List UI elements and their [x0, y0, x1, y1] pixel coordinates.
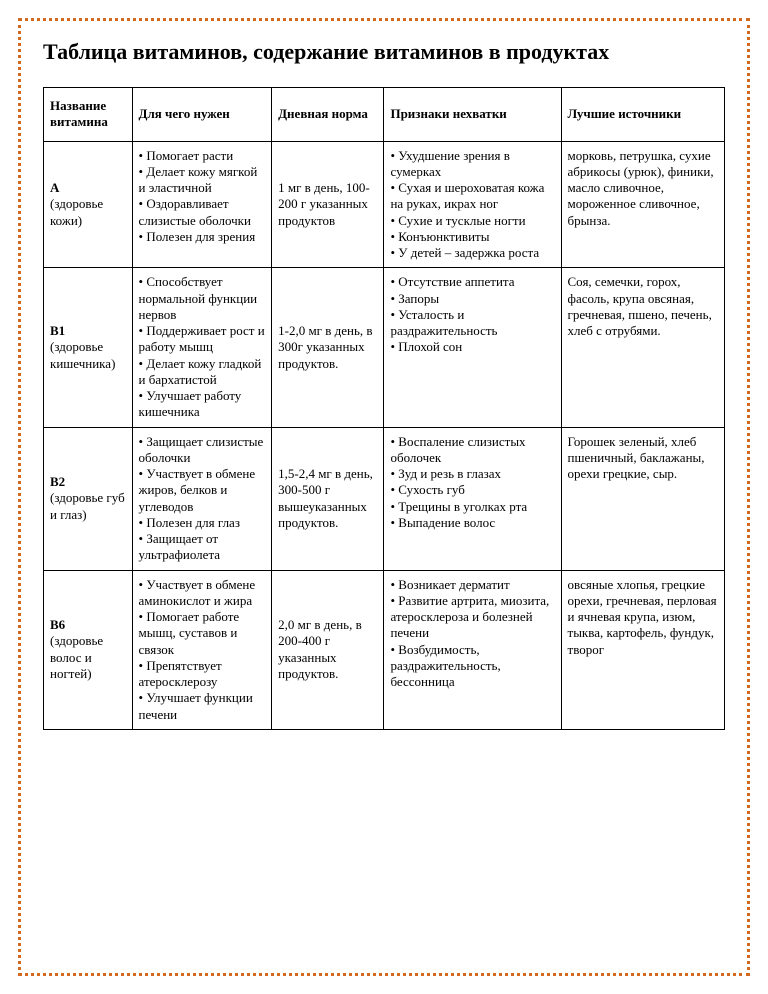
vitamin-code: А	[50, 180, 59, 195]
col-sources: Лучшие источники	[561, 88, 724, 142]
table-row: B1(здоровье кишечника)• Способствует нор…	[44, 268, 725, 427]
decorative-border: Таблица витаминов, содержание витаминов …	[18, 18, 750, 976]
cell-sources: Соя, семечки, горох, фасоль, крупа овсян…	[561, 268, 724, 427]
vitamin-note: (здоровье кишечника)	[50, 339, 115, 370]
table-row: B2(здоровье губ и глаз)• Защищает слизис…	[44, 427, 725, 570]
cell-name: B2(здоровье губ и глаз)	[44, 427, 133, 570]
table-row: B6(здоровье волос и ногтей)• Участвует в…	[44, 570, 725, 729]
cell-deficiency: • Возникает дерматит• Развитие артрита, …	[384, 570, 561, 729]
col-name: Название витамина	[44, 88, 133, 142]
vitamin-note: (здоровье волос и ногтей)	[50, 633, 103, 681]
cell-purpose: • Участвует в обмене аминокислот и жира•…	[132, 570, 272, 729]
cell-deficiency: • Отсутствие аппетита• Запоры• Усталость…	[384, 268, 561, 427]
cell-deficiency: • Ухудшение зрения в сумерках• Сухая и ш…	[384, 141, 561, 268]
cell-daily: 1 мг в день, 100-200 г указанных продукт…	[272, 141, 384, 268]
cell-daily: 1,5-2,4 мг в день, 300-500 г вышеуказанн…	[272, 427, 384, 570]
cell-name: А(здоровье кожи)	[44, 141, 133, 268]
cell-daily: 1-2,0 мг в день, в 300г указанных продук…	[272, 268, 384, 427]
cell-daily: 2,0 мг в день, в 200-400 г указанных про…	[272, 570, 384, 729]
vitamin-code: B6	[50, 617, 65, 632]
cell-purpose: • Способствует нормальной функции нервов…	[132, 268, 272, 427]
cell-sources: овсяные хлопья, грецкие орехи, гречневая…	[561, 570, 724, 729]
cell-purpose: • Защищает слизистые оболочки• Участвует…	[132, 427, 272, 570]
cell-name: B6(здоровье волос и ногтей)	[44, 570, 133, 729]
vitamins-table: Название витамина Для чего нужен Дневная…	[43, 87, 725, 730]
col-purpose: Для чего нужен	[132, 88, 272, 142]
cell-purpose: • Помогает расти• Делает кожу мягкой и э…	[132, 141, 272, 268]
cell-sources: морковь, петрушка, сухие абрикосы (урюк)…	[561, 141, 724, 268]
table-row: А(здоровье кожи)• Помогает расти• Делает…	[44, 141, 725, 268]
cell-name: B1(здоровье кишечника)	[44, 268, 133, 427]
cell-sources: Горошек зеленый, хлеб пшеничный, баклажа…	[561, 427, 724, 570]
vitamin-code: B2	[50, 474, 65, 489]
table-header-row: Название витамина Для чего нужен Дневная…	[44, 88, 725, 142]
vitamin-note: (здоровье кожи)	[50, 196, 103, 227]
page-title: Таблица витаминов, содержание витаминов …	[43, 39, 725, 65]
vitamin-code: B1	[50, 323, 65, 338]
cell-deficiency: • Воспаление слизистых оболочек• Зуд и р…	[384, 427, 561, 570]
col-daily: Дневная норма	[272, 88, 384, 142]
vitamin-note: (здоровье губ и глаз)	[50, 490, 125, 521]
col-deficiency: Признаки нехватки	[384, 88, 561, 142]
